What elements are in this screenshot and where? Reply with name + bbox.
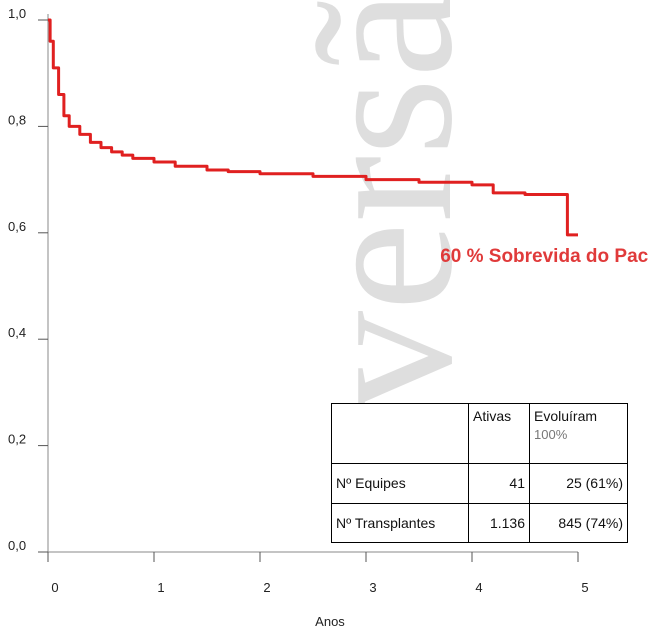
table-row-label: Nº Transplantes [331, 502, 469, 543]
table-row: Nº Equipes 41 25 (61%) [331, 463, 628, 504]
watermark-text: versã [273, 0, 494, 411]
x-tick-label: 3 [369, 580, 376, 595]
x-tick-label: 4 [475, 580, 482, 595]
table-header-evoluiram-label: Evoluíram [534, 408, 598, 424]
y-tick-label: 0,2 [8, 432, 26, 447]
annotation-label: 60 % Sobrevida do Paciente [440, 246, 648, 267]
y-tick-label: 0,0 [8, 538, 26, 553]
table-header-evoluiram: Evoluíram 100% [529, 403, 628, 464]
annotation-layer: 60 % Sobrevida do Paciente [440, 246, 648, 267]
table-cell-ativas: 1.136 [468, 502, 530, 543]
survival-curve [48, 18, 578, 237]
y-tick-label: 0,4 [8, 325, 26, 340]
table-cell-evoluiram: 845 (74%) [529, 502, 628, 543]
ticks: 0,0 0,2 0,4 0,6 0,8 1,0 0 1 2 3 4 5 Anos [8, 6, 589, 629]
y-tick-label: 1,0 [8, 6, 26, 21]
axes [47, 14, 578, 553]
y-tick-label: 0,8 [8, 112, 26, 127]
watermark: versã [273, 0, 494, 411]
table-cell-evoluiram: 25 (61%) [529, 463, 628, 504]
table-row-label: Nº Equipes [331, 463, 469, 504]
series-layer [48, 18, 578, 237]
table-header-row: Ativas Evoluíram 100% [331, 403, 628, 464]
table-header-ativas: Ativas [468, 403, 530, 464]
table-cell-ativas: 41 [468, 463, 530, 504]
x-tick-label: 5 [581, 580, 588, 595]
table-row: Nº Transplantes 1.136 845 (74%) [331, 502, 628, 543]
x-axis-title: Anos [315, 614, 345, 629]
x-tick-label: 1 [157, 580, 164, 595]
x-tick-label: 2 [263, 580, 270, 595]
stats-table: Ativas Evoluíram 100% Nº Equipes 41 25 (… [331, 403, 628, 543]
table-header-blank [331, 403, 469, 464]
table-header-evoluiram-sub: 100% [534, 427, 568, 442]
x-tick-label: 0 [51, 580, 58, 595]
y-tick-label: 0,6 [8, 219, 26, 234]
